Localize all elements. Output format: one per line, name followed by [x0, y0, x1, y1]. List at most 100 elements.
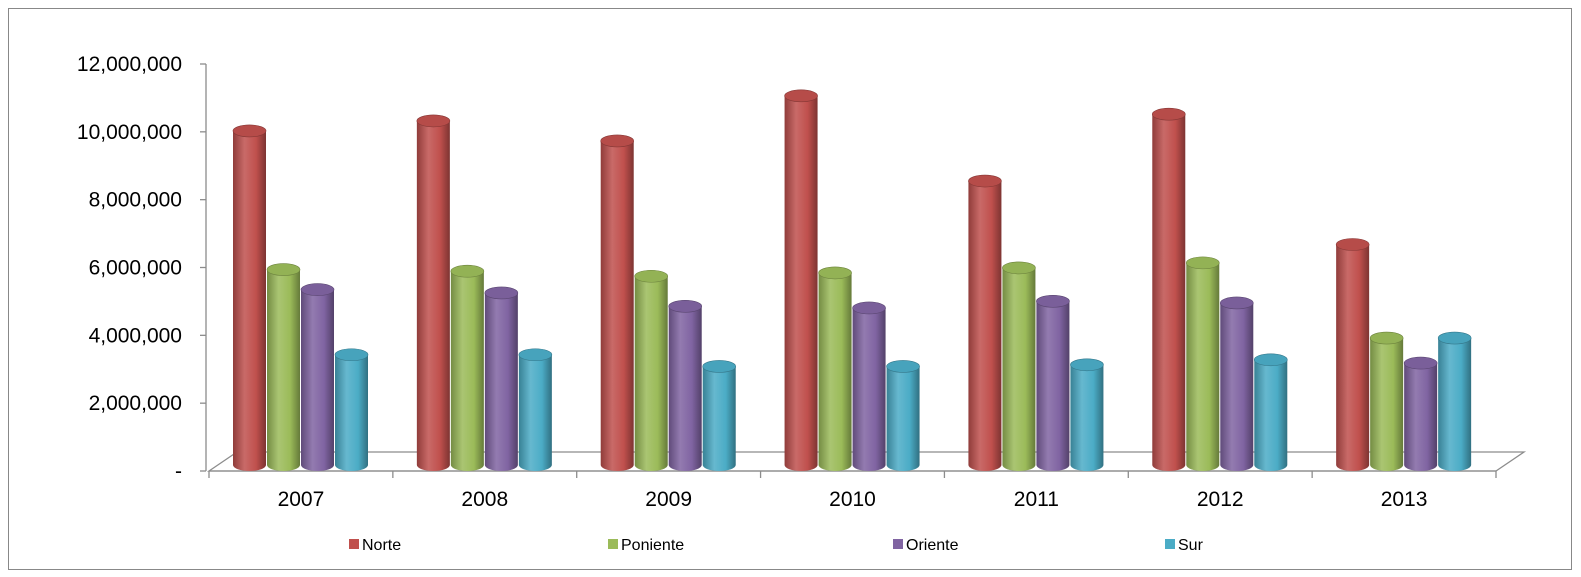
legend-label-sur: Sur [1178, 537, 1204, 554]
x-tick-label: 2009 [645, 488, 692, 511]
legend-swatch-poniente [608, 539, 618, 549]
bar-body [668, 306, 702, 471]
bar-top [600, 134, 635, 148]
legend-label-oriente: Oriente [906, 537, 959, 554]
bar-top [634, 269, 669, 283]
bar-top [1335, 238, 1370, 251]
bar-oriente-2007 [300, 283, 335, 471]
bar-poniente-2008 [450, 264, 485, 471]
bar-poniente-2010 [818, 266, 852, 471]
bar-body [818, 272, 852, 471]
bar-top [232, 124, 267, 138]
bar-top [1219, 296, 1254, 310]
y-tick-label: 10,000,000 [77, 121, 182, 144]
bar-sur-2013 [1437, 331, 1472, 471]
bar-top [852, 301, 886, 315]
x-tick-label: 2012 [1197, 488, 1244, 511]
bar-oriente-2012 [1219, 296, 1254, 471]
y-tick-label: 12,000,000 [77, 53, 182, 76]
bar-body [1070, 364, 1104, 471]
bar-body [1220, 302, 1254, 471]
bar-body [233, 130, 266, 471]
bar-body [335, 354, 368, 471]
bar-body [301, 289, 334, 471]
legend: Norte Poniente Oriente Sur [349, 537, 1204, 554]
bar-poniente-2013 [1369, 331, 1404, 471]
legend-label-norte: Norte [362, 537, 401, 554]
bar-oriente-2013 [1403, 356, 1438, 471]
bar-top [518, 348, 553, 362]
legend-swatch-sur [1165, 539, 1175, 549]
bar-sur-2010 [886, 360, 920, 471]
bar-top [1036, 295, 1070, 308]
bar-body [1254, 359, 1288, 471]
bars [232, 89, 1472, 472]
bar-oriente-2009 [668, 300, 703, 471]
bar-top [886, 360, 920, 373]
bar-top [1253, 353, 1288, 367]
x-tick-label: 2007 [278, 488, 325, 511]
bar-top [484, 286, 519, 300]
bar-body [450, 271, 484, 471]
bar-body [1002, 267, 1036, 471]
bar-top [1070, 358, 1104, 372]
bar-oriente-2011 [1036, 295, 1070, 471]
bar-sur-2007 [334, 348, 369, 471]
bar-body [600, 140, 634, 471]
bar-top [416, 114, 451, 128]
legend-swatch-norte [349, 539, 359, 549]
bar-sur-2012 [1253, 353, 1288, 471]
x-tick-label: 2008 [461, 488, 508, 511]
bar-body [886, 366, 920, 471]
axes [200, 63, 1497, 478]
bar-body [702, 366, 736, 471]
y-tick-label: 2,000,000 [89, 392, 182, 415]
bar-poniente-2011 [1002, 261, 1036, 471]
bar-body [784, 95, 818, 471]
x-tick-label: 2010 [829, 488, 876, 511]
bar-body [1336, 244, 1370, 471]
bar-norte-2013 [1335, 238, 1370, 471]
bar-oriente-2008 [484, 286, 519, 471]
bar-body [416, 120, 450, 471]
bar-body [1152, 114, 1186, 472]
bar-poniente-2012 [1185, 256, 1220, 471]
bar-top [1002, 261, 1036, 275]
bar-body [1036, 301, 1070, 471]
bar-poniente-2007 [266, 263, 301, 471]
bar-top [818, 266, 852, 280]
bar-top [1151, 107, 1186, 121]
bar-body [484, 292, 518, 471]
bar-poniente-2009 [634, 269, 669, 471]
bar-top [702, 360, 737, 373]
x-tick-label: 2011 [1014, 488, 1059, 511]
bar-norte-2011 [968, 174, 1002, 471]
legend-label-poniente: Poniente [621, 537, 684, 554]
bar-body [267, 269, 300, 471]
bar-sur-2011 [1070, 358, 1104, 471]
bar-body [968, 181, 1002, 471]
bar-top [1437, 331, 1472, 345]
x-tick-label: 2013 [1381, 488, 1428, 511]
bar-body [1186, 262, 1220, 471]
y-tick-label: 8,000,000 [89, 189, 182, 212]
bar-top [1403, 356, 1438, 370]
bar-norte-2008 [416, 114, 451, 471]
bar-top [784, 89, 818, 103]
bar-top [450, 264, 485, 278]
y-tick-label: 4,000,000 [89, 324, 182, 347]
bar-body [1438, 338, 1472, 471]
y-tick-label: - [175, 460, 182, 483]
bar-norte-2009 [600, 134, 635, 471]
bar-top [968, 174, 1002, 188]
bar-top [300, 283, 335, 296]
bar-sur-2009 [702, 360, 737, 471]
bar-sur-2008 [518, 348, 553, 471]
bar-body [634, 276, 668, 471]
tick-labels: - 2,000,000 4,000,000 6,000,000 8,000,000 10,… [77, 53, 1428, 511]
bar-top [334, 348, 369, 362]
bar-top [1185, 256, 1220, 270]
bar-norte-2012 [1151, 107, 1186, 472]
legend-swatch-oriente [893, 539, 903, 549]
bar-top [668, 300, 703, 313]
